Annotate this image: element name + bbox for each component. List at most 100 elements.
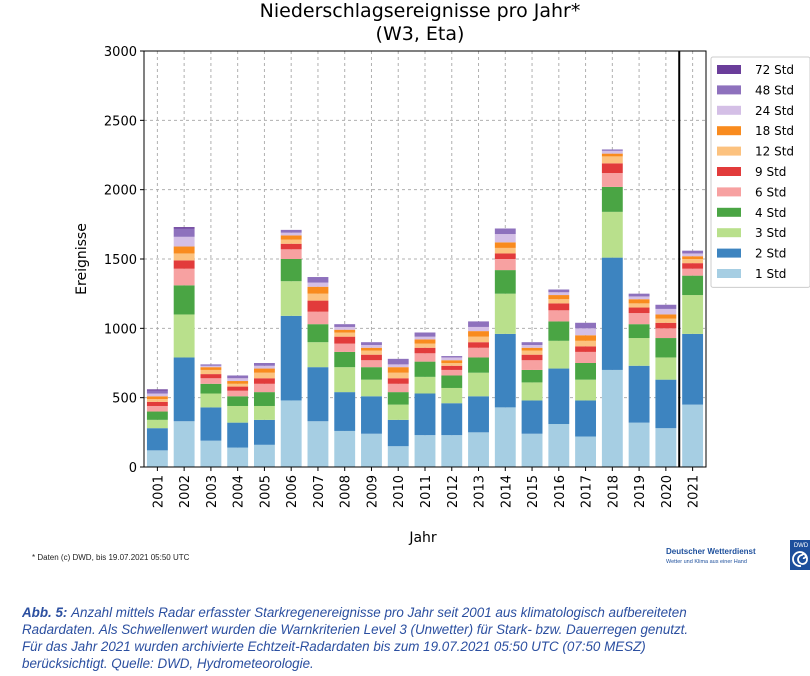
- bar-segment: [387, 367, 409, 373]
- bar-segment: [280, 259, 302, 282]
- x-tick-label: 2014: [499, 475, 514, 508]
- legend-label: 6 Std: [755, 185, 786, 199]
- bar-segment: [200, 365, 222, 368]
- y-tick-label: 2500: [104, 114, 137, 129]
- figure-caption: Abb. 5: Anzahl mittels Radar erfasster S…: [22, 604, 810, 672]
- y-axis-label: Ereignisse: [74, 223, 90, 295]
- bar-segment: [146, 428, 168, 451]
- x-tick-label: 2007: [312, 475, 327, 508]
- chart-subtitle: (W3, Eta): [376, 23, 465, 45]
- bar-segment: [441, 363, 463, 366]
- y-tick-labels: 0 500 1000 1500 2000 2500 3000: [104, 45, 137, 476]
- legend-label: 1 Std: [755, 267, 786, 281]
- bar-segment: [441, 369, 463, 376]
- bar-segment: [468, 331, 489, 337]
- bar-segment: [655, 308, 677, 315]
- legend-label: 48 Std: [755, 83, 794, 97]
- bar-segment: [146, 405, 168, 412]
- bar-segment: [307, 277, 329, 283]
- bar-segment: [655, 357, 677, 380]
- bar-segment: [628, 324, 650, 339]
- x-tick-label: 2002: [178, 475, 193, 508]
- bar-segment: [655, 304, 677, 309]
- bar-segment: [655, 338, 677, 358]
- bar-segment: [575, 351, 597, 363]
- bar-segment: [548, 299, 570, 304]
- bar-segment: [601, 150, 623, 154]
- x-tick-label: 2009: [365, 475, 380, 508]
- bar-segment: [227, 396, 249, 406]
- bar-segment: [682, 259, 704, 264]
- bar-segment: [200, 364, 222, 366]
- legend-swatch: [717, 269, 741, 278]
- bar-segment: [601, 156, 623, 164]
- x-axis-label: Jahr: [408, 530, 437, 546]
- bar-segment: [334, 324, 356, 327]
- bar-segment: [280, 243, 302, 250]
- x-tick-label: 2017: [580, 475, 595, 508]
- bar-segment: [601, 149, 623, 151]
- bar-segment: [414, 336, 436, 340]
- bar-segment: [575, 379, 597, 401]
- bar-segment: [441, 387, 463, 404]
- bar-segment: [468, 336, 489, 343]
- bar-segment: [601, 211, 623, 258]
- bar-segment: [548, 289, 570, 293]
- axes: [140, 50, 707, 471]
- bar-segment: [361, 350, 382, 355]
- bar-segment: [441, 357, 463, 361]
- bar-segment: [173, 260, 195, 269]
- bar-segment: [601, 369, 623, 467]
- caption-lead: Abb. 5:: [22, 605, 68, 620]
- bar-segment: [575, 322, 597, 329]
- bar-segment: [227, 447, 249, 467]
- legend-swatch: [717, 146, 741, 156]
- x-tick-label: 2011: [419, 475, 434, 508]
- y-tick-label: 3000: [104, 45, 137, 60]
- bar-segment: [361, 396, 382, 434]
- bar-segment: [682, 256, 704, 259]
- bar-segment: [361, 360, 382, 368]
- x-tick-label: 2018: [606, 475, 621, 508]
- bar-segment: [227, 422, 249, 448]
- bar-segment: [655, 428, 677, 467]
- legend-label: 18 Std: [755, 124, 794, 138]
- bar-segment: [468, 357, 489, 373]
- bar-segment: [521, 354, 543, 361]
- bar-segment: [414, 339, 436, 344]
- bar-stacks: [146, 149, 704, 467]
- bar-segment: [200, 378, 222, 384]
- bar-segment: [655, 318, 677, 323]
- bar-segment: [628, 338, 650, 366]
- bar-segment: [334, 351, 356, 368]
- bar-segment: [253, 378, 275, 384]
- bar-segment: [334, 430, 356, 467]
- legend-swatch: [717, 248, 741, 258]
- legend-label: 4 Std: [755, 206, 786, 220]
- bar-segment: [334, 392, 356, 431]
- dwd-logo-name: Deutscher Wetterdienst: [666, 547, 756, 556]
- bar-segment: [280, 315, 302, 401]
- bar-segment: [468, 372, 489, 397]
- y-tick-label: 500: [112, 392, 137, 407]
- legend-label: 3 Std: [755, 226, 786, 240]
- bar-segment: [253, 405, 275, 420]
- bar-segment: [200, 440, 222, 467]
- bar-segment: [200, 407, 222, 441]
- bar-segment: [146, 399, 168, 402]
- bar-segment: [307, 324, 329, 343]
- legend-swatch: [717, 207, 741, 217]
- bar-segment: [494, 333, 516, 408]
- bar-segment: [682, 250, 704, 254]
- bar-segment: [468, 326, 489, 332]
- bar-segment: [521, 382, 543, 401]
- bar-segment: [601, 257, 623, 370]
- y-tick-label: 2000: [104, 184, 137, 199]
- x-tick-label: 2013: [473, 475, 488, 508]
- legend-swatch: [717, 105, 741, 115]
- bar-segment: [387, 372, 409, 379]
- bar-segment: [414, 347, 436, 354]
- bar-segment: [146, 411, 168, 420]
- bar-segment: [307, 300, 329, 312]
- x-tick-label: 2001: [151, 475, 166, 508]
